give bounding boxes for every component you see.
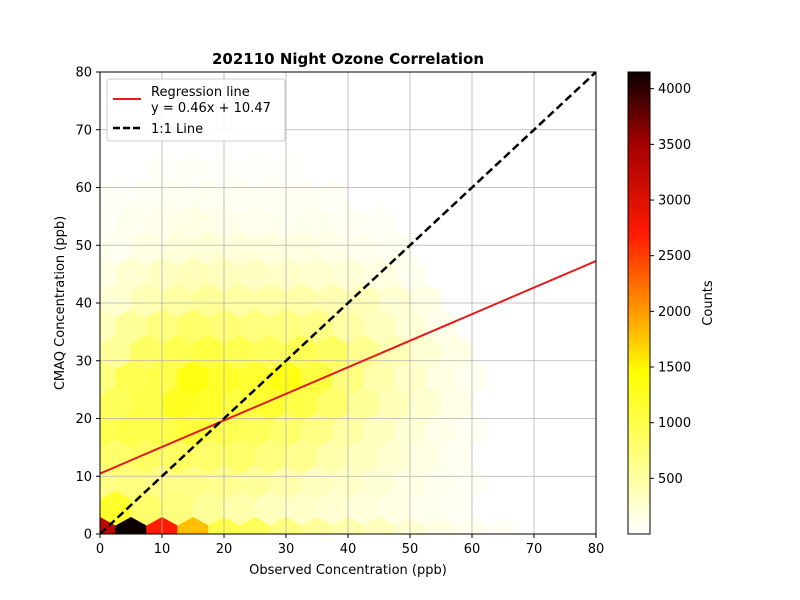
- legend-regression-equation: y = 0.46x + 10.47: [151, 101, 271, 116]
- chart-title: 202110 Night Ozone Correlation: [212, 50, 484, 68]
- y-tick-label: 20: [75, 412, 92, 427]
- x-tick-label: 30: [278, 542, 295, 557]
- colorbar: 500 1000 1500 2000 2500 3000 3500 4000 Counts: [627, 71, 716, 535]
- colorbar-tick-label: 2000: [658, 305, 691, 320]
- y-tick-label: 50: [75, 239, 92, 254]
- hexbin-cell: [487, 516, 519, 534]
- colorbar-tick-label: 500: [658, 472, 683, 487]
- colorbar-tick-label: 3500: [658, 138, 691, 153]
- legend-box: [106, 78, 286, 142]
- legend-identity-label: 1:1 Line: [151, 122, 203, 137]
- y-tick-label: 0: [84, 528, 92, 543]
- x-tick-label: 10: [154, 542, 171, 557]
- x-tick-label: 40: [340, 542, 357, 557]
- y-tick-label: 30: [75, 354, 92, 369]
- x-axis-ticks: 0 10 20 30 40 50 60 70 80: [96, 534, 604, 557]
- colorbar-tick-label: 2500: [658, 249, 691, 264]
- legend: Regression line y = 0.46x + 10.47 1:1 Li…: [106, 78, 286, 142]
- x-tick-label: 0: [96, 542, 104, 557]
- x-tick-label: 60: [464, 542, 481, 557]
- y-axis-label: CMAQ Concentration (ppb): [53, 216, 68, 390]
- reference-lines: [100, 72, 596, 534]
- y-tick-label: 10: [75, 470, 92, 485]
- colorbar-tick-label: 3000: [658, 194, 691, 209]
- y-tick-label: 80: [75, 66, 92, 81]
- regression-line: [100, 260, 596, 475]
- y-tick-label: 60: [75, 181, 92, 196]
- y-tick-label: 40: [75, 297, 92, 312]
- colorbar-tick-label: 1500: [658, 361, 691, 376]
- colorbar-tick-label: 4000: [658, 82, 691, 97]
- x-tick-label: 20: [216, 542, 233, 557]
- legend-regression-label: Regression line: [151, 85, 250, 100]
- y-tick-label: 70: [75, 123, 92, 138]
- x-tick-label: 80: [588, 542, 605, 557]
- colorbar-label: Counts: [701, 280, 716, 326]
- colorbar-tick-label: 1000: [658, 416, 691, 431]
- x-axis-label: Observed Concentration (ppb): [249, 563, 447, 578]
- x-tick-label: 50: [402, 542, 419, 557]
- identity-line: [100, 72, 596, 534]
- y-axis-ticks: 0 10 20 30 40 50 60 70 80: [75, 66, 100, 543]
- hexbin-layer: [100, 152, 519, 534]
- hexbin-cell: [363, 204, 395, 240]
- colorbar-ticks: 500 1000 1500 2000 2500 3000 3500 4000: [650, 82, 691, 487]
- x-tick-label: 70: [526, 542, 543, 557]
- colorbar-gradient: [627, 71, 651, 535]
